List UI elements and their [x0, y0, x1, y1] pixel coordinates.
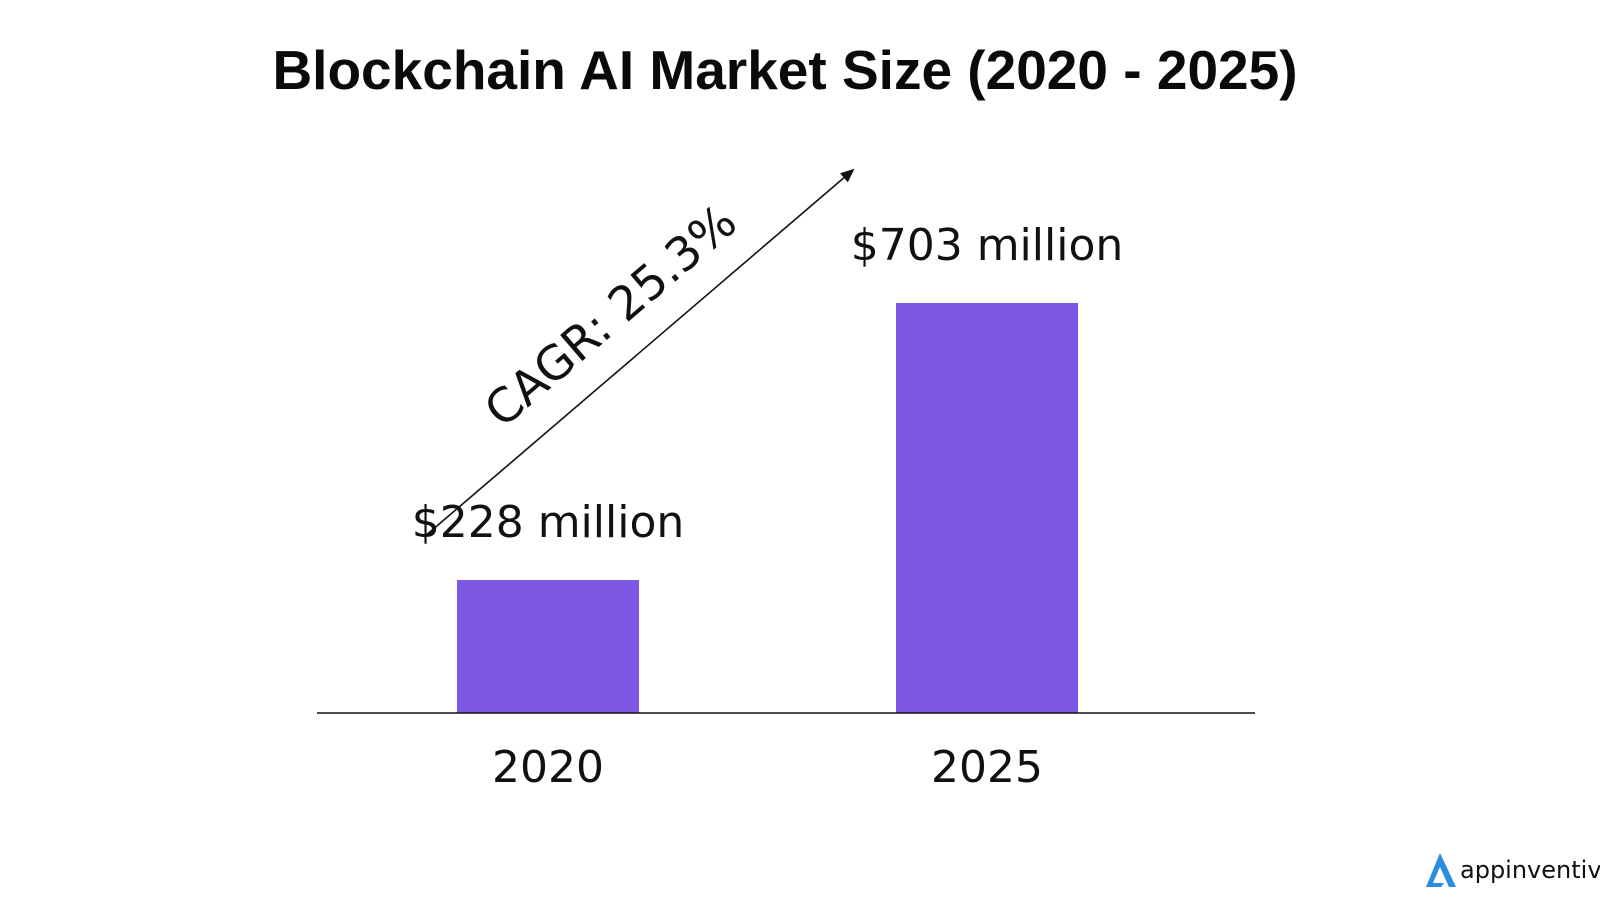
data-label-2025: $703 million	[851, 220, 1124, 271]
cagr-label: CAGR: 25.3%	[475, 194, 748, 438]
chart-title: Blockchain AI Market Size (2020 - 2025)	[272, 39, 1298, 101]
x-tick-label-2020: 2020	[492, 742, 604, 793]
x-tick-label-2025: 2025	[931, 742, 1043, 793]
logo-mark-icon	[1426, 853, 1456, 887]
bars-layer	[457, 303, 1078, 713]
bar-2020	[457, 580, 639, 713]
appinventiv-logo: appinventiv	[1424, 850, 1600, 890]
labels-layer: $228 million 2020 $703 million 2025	[412, 220, 1124, 793]
logo-text: appinventiv	[1460, 856, 1600, 884]
data-label-2020: $228 million	[412, 497, 685, 548]
cagr-annotation: CAGR: 25.3%	[423, 168, 855, 538]
cagr-arrow	[423, 168, 855, 538]
bar-2025	[896, 303, 1078, 713]
